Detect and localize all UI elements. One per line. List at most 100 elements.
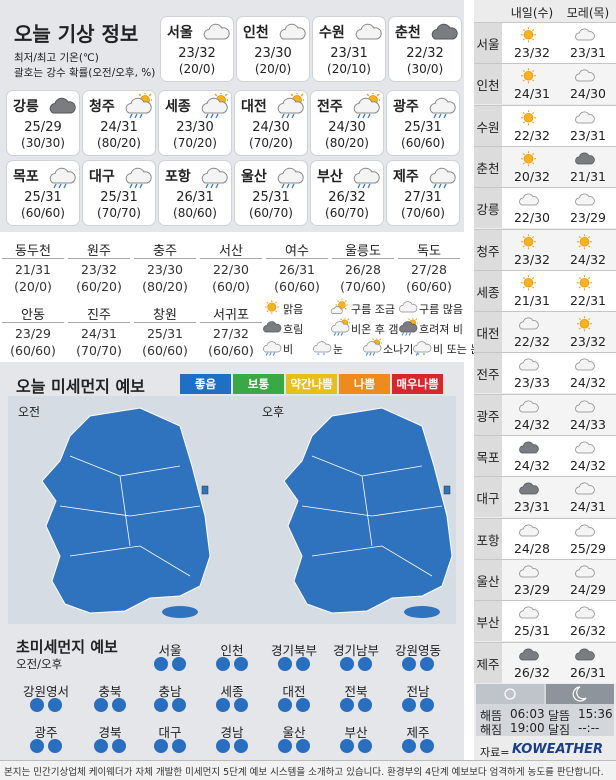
dust-dot <box>420 698 434 712</box>
city-temp: 26/31 <box>176 190 214 205</box>
astro-icons <box>476 684 614 704</box>
outlook-temp: 24/32 <box>513 458 551 473</box>
city-pop: (70/20) <box>249 136 293 150</box>
dust-dot <box>234 698 248 712</box>
weather-icon <box>49 97 76 114</box>
outlook-name: 청주 <box>476 243 500 259</box>
outlook-temp: 23/32 <box>513 251 551 267</box>
weather-icon <box>575 482 595 495</box>
outlook-temp: 23/32 <box>569 334 607 350</box>
astro-time: 15:36 <box>578 707 613 721</box>
region-name: 광주 <box>34 725 58 740</box>
minor-pop: (60/60) <box>406 279 452 294</box>
city-temp: 24/31 <box>100 120 138 135</box>
weather-icon <box>353 93 380 119</box>
outlook-name-cell <box>474 477 502 518</box>
weather-icon <box>331 318 350 336</box>
city-temp: 23/31 <box>330 46 368 61</box>
city-temp: 27/31 <box>404 190 442 205</box>
minor-name: 울릉도 <box>345 244 381 259</box>
dust-dot <box>216 657 230 671</box>
dust-dot <box>112 698 126 712</box>
outlook-name-cell <box>474 146 502 187</box>
outlook-name-cell <box>474 105 502 146</box>
outlook-name: 대구 <box>476 491 500 507</box>
dust-dot <box>112 739 126 753</box>
outlook-header: 내일(수) <box>510 6 554 20</box>
outlook-temp: 21/31 <box>569 168 607 184</box>
minor-pop: (70/60) <box>340 279 386 294</box>
weather-icon <box>330 298 349 314</box>
minor-temp: 27/32 <box>212 326 250 341</box>
dust-dot <box>278 739 292 753</box>
outlook-temp: 24/31 <box>569 499 607 515</box>
dust-dot <box>94 698 108 712</box>
weather-icon <box>577 233 592 249</box>
weather-icon <box>575 28 595 41</box>
weather-icon <box>49 167 76 189</box>
city-pop: (20/10) <box>327 62 371 76</box>
outlook-temp: 22/31 <box>569 292 607 308</box>
minor-head <box>68 238 130 259</box>
weather-icon <box>575 358 595 371</box>
weather-icon <box>575 441 595 454</box>
legend-label: 흐려져 비 <box>419 323 463 336</box>
astro-label: 해짐 <box>480 723 503 737</box>
city-pop: (30/30) <box>21 136 65 150</box>
weather-icon <box>125 93 152 119</box>
region-name: 전북 <box>344 684 368 699</box>
weather-icon <box>363 338 382 356</box>
outlook-name-cell <box>474 394 502 435</box>
legend-label: 눈 <box>333 343 344 356</box>
dust-dot <box>402 657 416 671</box>
weather-icon <box>429 97 456 119</box>
source-brand: KOWEATHER <box>512 742 603 757</box>
weather-icon <box>575 69 595 82</box>
outlook-temp: 24/28 <box>513 540 551 556</box>
outlook-temp: 23/33 <box>513 375 551 391</box>
footer-bar <box>0 760 616 780</box>
dust-am: 오전 <box>18 405 41 419</box>
minor-name: 동두천 <box>15 244 51 259</box>
weather-icon <box>277 93 304 119</box>
outlook-temp: 22/30 <box>513 210 551 226</box>
outlook-name-cell <box>474 64 502 105</box>
outlook-temp: 23/32 <box>513 45 551 60</box>
minor-temp: 23/29 <box>14 326 52 341</box>
region-name: 충북 <box>98 684 122 699</box>
outlook-name: 부산 <box>476 615 500 631</box>
weather-icon <box>575 524 595 536</box>
city-name: 광주 <box>393 99 419 115</box>
minor-pop: (20/0) <box>14 279 52 294</box>
region-name: 제주 <box>406 725 430 740</box>
outlook-temp: 25/31 <box>513 623 551 639</box>
title: 오늘 기상 정보 <box>14 22 139 46</box>
dust-dot <box>420 739 434 753</box>
weather-icon <box>521 109 536 125</box>
dust-dot <box>296 698 310 712</box>
dust-dot <box>358 739 372 753</box>
dust-dot <box>30 739 44 753</box>
dust-dot <box>154 739 168 753</box>
dust-dot <box>172 657 186 671</box>
minor-head <box>2 302 64 323</box>
outlook-temp: 26/32 <box>513 664 551 680</box>
dust-dot <box>48 698 62 712</box>
outlook-temp: 24/33 <box>569 416 607 432</box>
city-name: 전주 <box>317 99 343 115</box>
weather-icon <box>413 341 432 356</box>
subtitle: 최저/최고 기온(℃) <box>14 52 99 64</box>
astro-label: 해뜸 <box>480 709 503 723</box>
city-name: 포항 <box>165 169 191 185</box>
legend-label: 비 또는 눈 <box>433 343 481 356</box>
minor-name: 서귀포 <box>213 308 249 323</box>
city-temp: 26/32 <box>328 190 366 205</box>
region-name: 경기남부 <box>332 643 379 658</box>
minor-pop: (60/60) <box>142 343 188 358</box>
dust-dot <box>278 657 292 671</box>
city-name: 목포 <box>13 169 39 185</box>
minor-temp: 26/28 <box>344 262 382 277</box>
dust-dot <box>402 739 416 753</box>
dust-dot <box>172 739 186 753</box>
